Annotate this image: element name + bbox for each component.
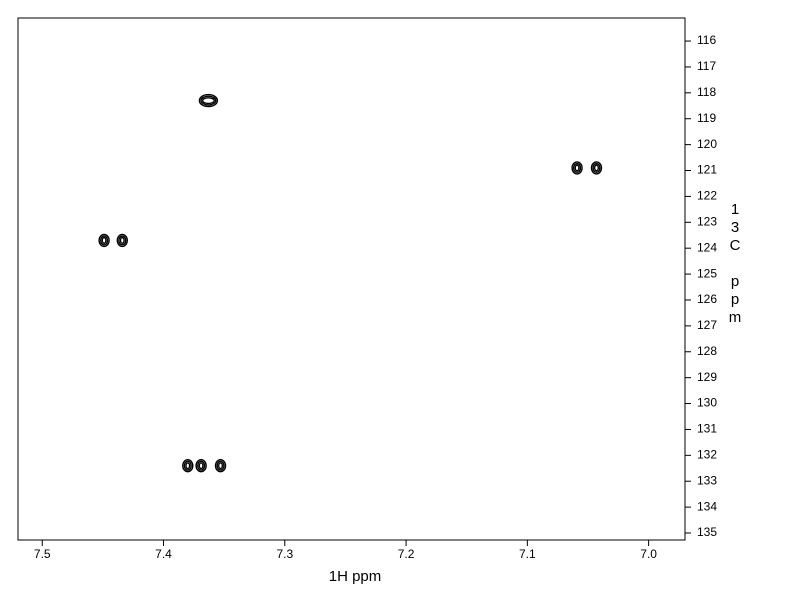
peak [195, 458, 207, 473]
y-tick-label: 128 [697, 344, 717, 358]
contour [197, 460, 206, 471]
y-tick-label: 124 [697, 240, 717, 254]
y-tick-label: 119 [697, 111, 716, 125]
contour [593, 164, 599, 172]
contour [574, 164, 580, 172]
contour [119, 236, 125, 244]
contour [200, 95, 217, 106]
contour [218, 462, 224, 470]
contour [100, 235, 109, 246]
x-tick-label: 7.2 [398, 547, 415, 561]
x-tick-label: 7.3 [276, 547, 293, 561]
contour [118, 235, 127, 246]
contour [116, 233, 128, 248]
contour [183, 460, 192, 471]
y-tick-label: 135 [697, 525, 717, 539]
y-tick-label: 129 [697, 370, 717, 384]
y-tick-label: 130 [697, 396, 717, 410]
y-tick-label: 132 [697, 448, 717, 462]
contour [214, 458, 227, 473]
y-tick-label: 125 [697, 266, 717, 280]
peak [590, 161, 603, 175]
contour [101, 236, 107, 244]
peak [116, 233, 128, 248]
contour [201, 97, 215, 105]
contour [198, 462, 204, 470]
contour [98, 233, 110, 248]
x-tick-label: 7.1 [519, 547, 536, 561]
x-tick-label: 7.4 [155, 547, 172, 561]
contour [572, 162, 582, 174]
contour [185, 462, 191, 470]
contour [571, 161, 583, 175]
y-tick-label: 131 [697, 422, 717, 436]
contour [216, 460, 225, 471]
x-axis-title: 1H ppm [329, 568, 382, 585]
x-tick-label: 7.0 [640, 547, 657, 561]
contour [592, 162, 601, 174]
peak [98, 233, 110, 248]
x-tick-label: 7.5 [34, 547, 51, 561]
peak [214, 458, 227, 473]
y-tick-label: 117 [697, 59, 716, 73]
contour [195, 458, 207, 473]
y-tick-label: 122 [697, 189, 717, 203]
y-tick-label: 127 [697, 318, 717, 332]
y-tick-label: 123 [697, 214, 717, 228]
peak [571, 161, 583, 175]
y-tick-label: 134 [697, 499, 717, 513]
contour [590, 161, 603, 175]
contour [182, 458, 194, 473]
y-tick-label: 116 [697, 33, 716, 47]
plot-frame [17, 17, 686, 541]
contour [198, 93, 219, 108]
peak [198, 93, 219, 108]
y-tick-label: 121 [697, 163, 717, 177]
y-tick-label: 118 [697, 85, 716, 99]
y-tick-label: 120 [697, 137, 717, 151]
y-tick-label: 133 [697, 473, 717, 487]
y-tick-label: 126 [697, 292, 717, 306]
peak [182, 458, 194, 473]
